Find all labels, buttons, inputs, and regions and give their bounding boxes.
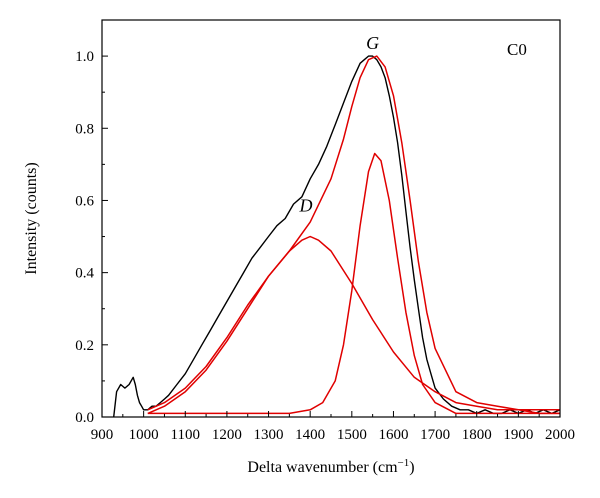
peak-annotation-d: D	[299, 195, 313, 215]
x-tick-label: 1400	[295, 427, 325, 443]
x-tick-label: 1700	[420, 427, 450, 443]
cumulative-fit-line	[147, 55, 560, 411]
x-tick-label: 1100	[171, 427, 200, 443]
annotation-layer: DG	[299, 33, 380, 215]
g-band-fit-line	[147, 152, 560, 415]
x-axis-title: Delta wavenumber (cm−1)	[247, 457, 414, 476]
y-tick-label: 0.8	[75, 121, 94, 137]
x-tick-label: 1200	[212, 427, 242, 443]
y-tick-label: 0.0	[75, 410, 94, 426]
x-axis-title-main: Delta wavenumber (cm	[247, 459, 398, 476]
d-band-fit-line	[147, 235, 560, 415]
x-axis-title-suffix: )	[409, 459, 414, 476]
x-tick-label: 1800	[462, 427, 492, 443]
x-tick-label: 1900	[503, 427, 533, 443]
peak-annotation-g: G	[366, 33, 379, 53]
x-tick-label: 900	[91, 427, 114, 443]
y-tick-label: 1.0	[75, 49, 94, 65]
y-tick-label: 0.4	[75, 266, 94, 282]
x-tick-label: 1300	[254, 427, 284, 443]
x-tick-label: 1000	[129, 427, 159, 443]
measured-spectrum-line	[113, 55, 561, 418]
x-axis-ticks: 900 1000 1100 1200 1300 1400 1500 1600 1700 1800 1…	[91, 411, 575, 443]
y-tick-label: 0.2	[75, 338, 94, 354]
y-axis-title: Intensity (counts)	[23, 162, 40, 274]
series-layer	[113, 55, 561, 418]
y-axis-ticks: 0.0 0.2 0.4 0.6 0.8 1.0	[75, 49, 108, 426]
x-axis-title-superscript: −1	[398, 457, 410, 469]
x-tick-label: 2000	[545, 427, 575, 443]
y-tick-label: 0.6	[75, 193, 94, 209]
x-tick-label: 1500	[337, 427, 367, 443]
panel-label: C0	[507, 40, 527, 59]
x-tick-label: 1600	[378, 427, 408, 443]
